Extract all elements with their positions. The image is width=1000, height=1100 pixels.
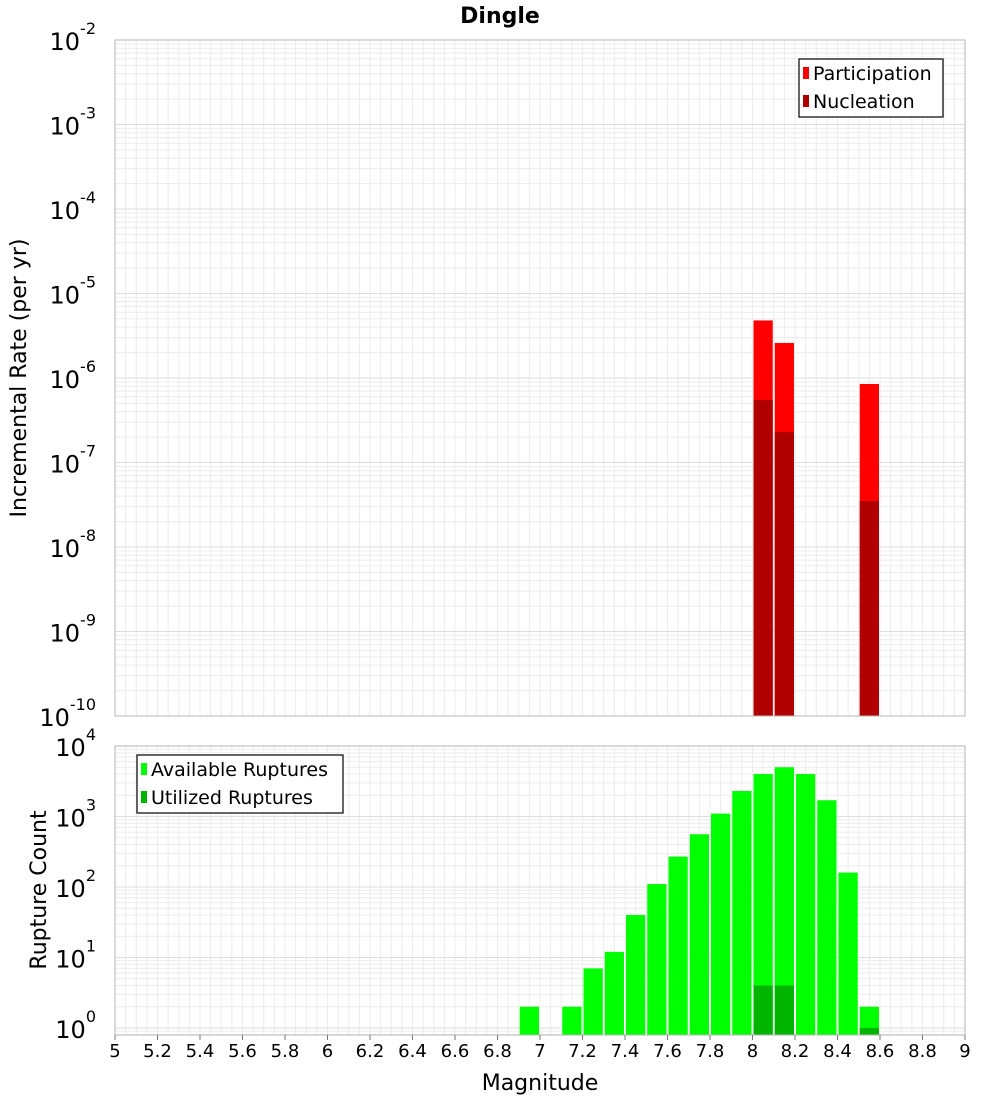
x-tick-label: 5.6: [228, 1041, 257, 1062]
bar-available-ruptures: [732, 790, 752, 1035]
bar-available-ruptures: [711, 813, 731, 1035]
bar-utilized-ruptures: [774, 985, 794, 1035]
bar-available-ruptures: [668, 856, 688, 1035]
y-tick-label: 10-3: [50, 104, 97, 141]
bar-available-ruptures: [796, 774, 816, 1035]
bar-available-ruptures: [838, 872, 858, 1035]
bottom-y-axis-label: Rupture Count: [27, 810, 52, 970]
bar-available-ruptures: [817, 800, 837, 1035]
legend-label: Participation: [813, 63, 932, 85]
bar-utilized-ruptures: [859, 1027, 879, 1035]
x-tick-label: 8.8: [908, 1041, 937, 1062]
bar-available-ruptures: [774, 767, 794, 1035]
bar-nucleation: [753, 399, 773, 716]
legend-label: Nucleation: [813, 91, 915, 113]
y-tick-label: 10-4: [50, 188, 97, 225]
y-tick-label: 103: [55, 795, 96, 832]
x-tick-label: 5: [109, 1041, 120, 1062]
y-tick-label: 10-7: [50, 442, 97, 479]
legend-label: Utilized Ruptures: [151, 787, 313, 809]
top-panel: 10-10 10-9 10-8 10-7 10-6 10-5 10-4 10-3 10-2 Par…: [39, 19, 966, 732]
x-tick-label: 6.8: [483, 1041, 512, 1062]
y-tick-label: 10-5: [50, 273, 97, 310]
legend-swatch: [803, 67, 809, 79]
x-tick-label: 8.2: [781, 1041, 810, 1062]
y-tick-label: 10-8: [50, 526, 97, 563]
x-tick-label: 5.4: [186, 1041, 215, 1062]
x-tick-label: 7.2: [568, 1041, 597, 1062]
x-tick-label: 8.6: [866, 1041, 895, 1062]
bar-available-ruptures: [859, 1006, 879, 1035]
x-tick-label: 6.6: [441, 1041, 470, 1062]
x-tick-label: 7.8: [696, 1041, 725, 1062]
chart-title: Dingle: [460, 4, 540, 29]
x-tick-label: 9: [959, 1041, 970, 1062]
bar-available-ruptures: [626, 915, 646, 1035]
legend: Participation Nucleation: [798, 58, 944, 118]
x-tick-label: 6.4: [398, 1041, 427, 1062]
top-y-axis-label: Incremental Rate (per yr): [7, 239, 32, 518]
bar-available-ruptures: [583, 968, 603, 1035]
bar-available-ruptures: [604, 951, 624, 1035]
x-tick-label: 8.4: [823, 1041, 852, 1062]
legend-swatch: [141, 763, 147, 775]
x-tick-label: 7.4: [611, 1041, 640, 1062]
y-tick-label: 104: [55, 725, 96, 762]
bar-available-ruptures: [689, 834, 709, 1035]
bottom-panel: 100 101 102 103 104 5 5.2 5.4 5.6 5.8 6 6.2 6.4 6.6 6.…: [55, 725, 970, 1062]
x-axis-label: Magnitude: [482, 1071, 599, 1096]
y-tick-label: 10-10: [39, 695, 96, 732]
y-tick-label: 102: [55, 866, 96, 903]
x-tick-label: 8: [747, 1041, 758, 1062]
bar-utilized-ruptures: [753, 985, 773, 1035]
x-tick-label: 7: [534, 1041, 545, 1062]
plot-border: [114, 39, 966, 717]
bar-nucleation: [859, 501, 879, 716]
legend-box: [136, 754, 344, 814]
x-tick-label: 5.2: [143, 1041, 172, 1062]
x-tick-label: 6.2: [356, 1041, 385, 1062]
legend-swatch: [141, 791, 147, 803]
y-tick-label: 10-9: [50, 611, 97, 648]
y-tick-label: 10-6: [50, 357, 97, 394]
x-tick-label: 7.6: [653, 1041, 682, 1062]
y-tick-label: 100: [55, 1007, 96, 1044]
legend-swatch: [803, 95, 809, 107]
x-tick-label: 6: [322, 1041, 333, 1062]
legend-box: [798, 58, 944, 118]
legend-label: Available Ruptures: [151, 759, 328, 781]
bar-available-ruptures: [562, 1006, 582, 1035]
y-tick-label: 10-2: [50, 19, 97, 56]
bar-available-ruptures: [647, 884, 667, 1035]
bar-available-ruptures: [753, 774, 773, 1035]
bar-nucleation: [774, 431, 794, 716]
legend: Available Ruptures Utilized Ruptures: [136, 754, 344, 814]
y-tick-label: 101: [55, 936, 96, 973]
bar-available-ruptures: [519, 1006, 539, 1035]
x-tick-label: 5.8: [271, 1041, 300, 1062]
